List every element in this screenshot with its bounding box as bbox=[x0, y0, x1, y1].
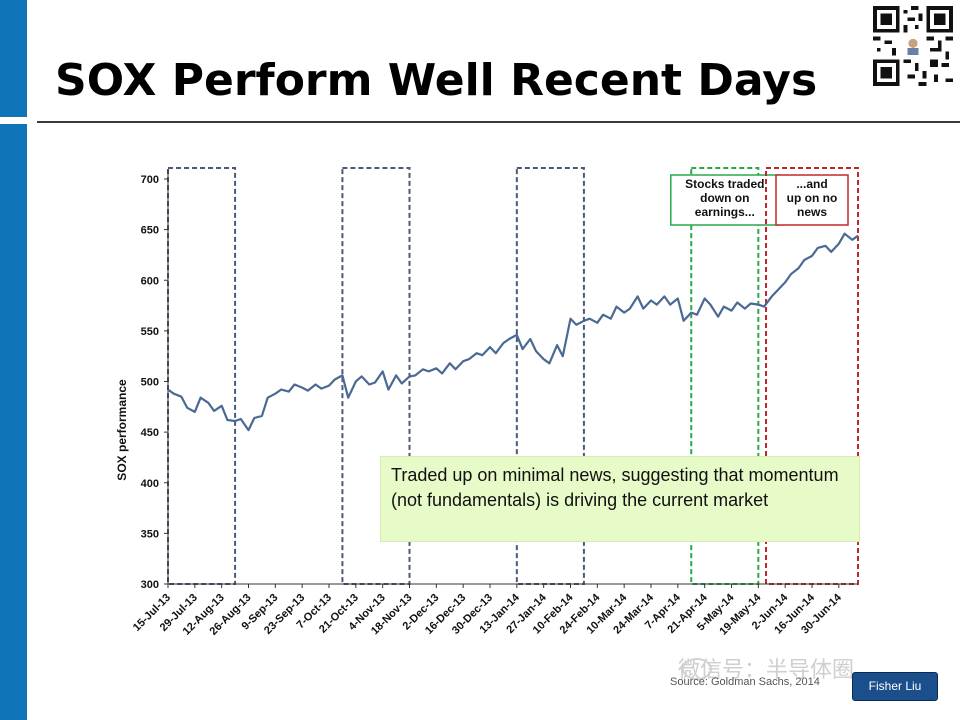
y-tick-label: 450 bbox=[141, 427, 159, 439]
title-divider bbox=[37, 121, 960, 123]
slide-title: SOX Perform Well Recent Days bbox=[55, 55, 818, 106]
box-label-text: down on bbox=[700, 191, 749, 205]
x-ticks: 15-Jul-1329-Jul-1312-Aug-1326-Aug-139-Se… bbox=[131, 584, 845, 638]
y-tick-label: 700 bbox=[141, 174, 159, 186]
qr-code bbox=[873, 6, 953, 86]
accent-bar-bottom bbox=[0, 124, 27, 720]
box-label-text: earnings... bbox=[695, 205, 755, 219]
y-tick-label: 350 bbox=[141, 528, 159, 540]
box-label-text: news bbox=[797, 205, 827, 219]
highlight-box bbox=[167, 167, 237, 585]
accent-bar-top bbox=[0, 0, 27, 117]
box-label-text: up on no bbox=[787, 191, 838, 205]
source-note: Source: Goldman Sachs, 2014 bbox=[670, 676, 820, 688]
box-label-frame bbox=[775, 174, 849, 226]
y-ticks: 300 350 400 450 500 550 600 650 700 bbox=[141, 174, 168, 591]
sox-performance-line bbox=[167, 232, 859, 432]
y-tick-label: 550 bbox=[141, 326, 159, 338]
y-axis-label: SOX performance bbox=[115, 379, 129, 481]
wechat-icon bbox=[682, 658, 712, 680]
y-tick-label: 600 bbox=[141, 275, 159, 287]
annotation-callout: Traded up on minimal news, suggesting th… bbox=[380, 456, 860, 542]
author-badge: Fisher Liu bbox=[852, 672, 938, 701]
y-tick-label: 400 bbox=[141, 478, 159, 490]
watermark: 微信号：半导体圈 bbox=[678, 657, 855, 682]
y-tick-label: 300 bbox=[141, 579, 159, 591]
chart-axes bbox=[167, 169, 858, 585]
y-tick-label: 500 bbox=[141, 377, 159, 389]
box-label-frame bbox=[670, 174, 780, 226]
box-label-text: Stocks traded bbox=[685, 177, 764, 191]
y-tick-label: 650 bbox=[141, 225, 159, 237]
box-label-text: ...and bbox=[796, 177, 827, 191]
